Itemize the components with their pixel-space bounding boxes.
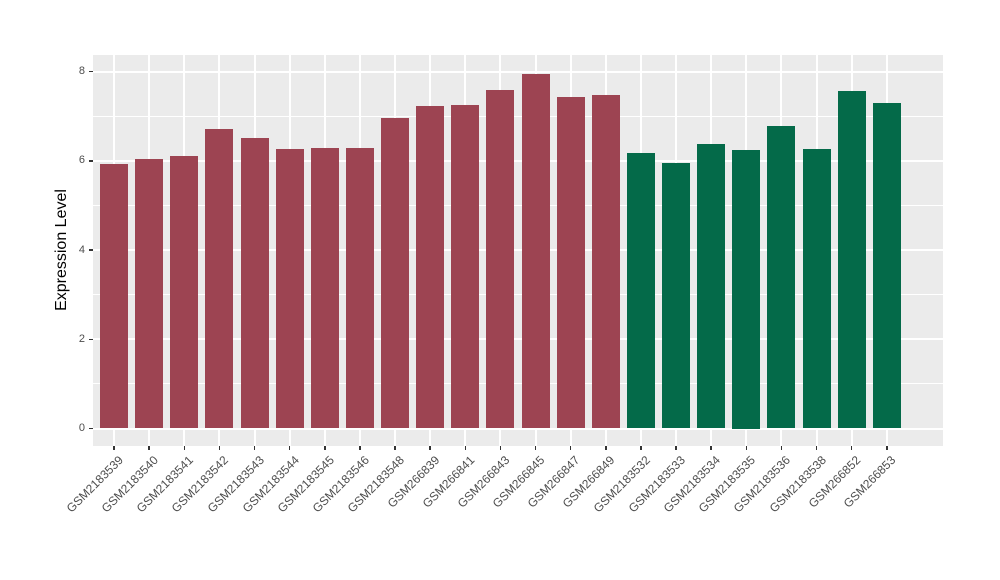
x-tick-mark <box>710 446 712 450</box>
y-tick-mark <box>89 160 93 162</box>
x-tick-mark <box>499 446 502 450</box>
bar-GSM2183544 <box>275 148 304 429</box>
bar-GSM2183545 <box>310 147 339 429</box>
y-gridline-major <box>93 70 943 73</box>
x-tick-mark <box>394 446 396 450</box>
bar-GSM266841 <box>451 104 480 429</box>
x-tick-mark <box>288 446 291 450</box>
x-tick-mark <box>886 446 888 450</box>
bar-GSM266843 <box>486 90 515 429</box>
y-gridline-minor <box>93 383 943 385</box>
y-tick-mark <box>89 427 93 430</box>
x-tick-mark <box>253 446 256 450</box>
x-tick-mark <box>464 446 467 450</box>
bar-GSM2183533 <box>662 163 691 429</box>
y-tick-label: 4 <box>78 243 85 256</box>
x-tick-mark <box>569 446 572 450</box>
x-tick-mark <box>218 446 221 450</box>
bar-GSM2183538 <box>802 148 831 429</box>
bar-GSM2183543 <box>240 138 269 429</box>
y-tick-mark <box>89 70 93 73</box>
bar-GSM2183539 <box>100 163 129 429</box>
y-gridline-major <box>93 159 943 162</box>
x-tick-mark <box>534 446 537 450</box>
bar-GSM2183535 <box>732 149 761 429</box>
y-tick-label: 8 <box>78 65 85 78</box>
bar-GSM266847 <box>556 96 585 429</box>
bar-GSM2183542 <box>205 129 234 429</box>
bar-GSM2183548 <box>381 118 410 429</box>
y-gridline-major <box>93 427 943 430</box>
bar-GSM2183534 <box>697 143 726 429</box>
bar-GSM266852 <box>837 91 866 429</box>
y-tick-mark <box>89 249 93 251</box>
plot-panel <box>93 55 943 446</box>
bar-GSM266839 <box>416 105 445 429</box>
bar-GSM2183546 <box>345 148 374 429</box>
x-tick-mark <box>359 446 361 450</box>
x-tick-mark <box>113 446 115 450</box>
y-tick-mark <box>89 338 93 340</box>
x-tick-mark <box>605 446 607 450</box>
x-tick-mark <box>183 446 186 450</box>
x-tick-mark <box>780 446 783 450</box>
x-tick-mark <box>324 446 326 450</box>
bar-GSM266845 <box>521 73 550 429</box>
bar-GSM266849 <box>591 95 620 429</box>
y-tick-label: 2 <box>78 332 85 345</box>
y-gridline-minor <box>93 204 943 206</box>
y-gridline-minor <box>93 294 943 296</box>
x-tick-mark <box>429 446 431 450</box>
bar-GSM266853 <box>872 102 901 429</box>
bar-GSM2183541 <box>170 155 199 429</box>
bar-GSM2183532 <box>626 153 655 429</box>
x-tick-mark <box>850 446 853 450</box>
x-tick-mark <box>815 446 818 450</box>
y-gridline-minor <box>93 115 943 117</box>
x-tick-mark <box>675 446 677 450</box>
x-tick-mark <box>640 446 642 450</box>
x-tick-mark <box>745 446 748 450</box>
bar-GSM2183540 <box>135 158 164 429</box>
x-tick-mark <box>148 446 150 450</box>
y-tick-label: 6 <box>78 154 85 167</box>
bar-GSM2183536 <box>767 125 796 429</box>
y-gridline-major <box>93 249 943 252</box>
y-tick-label: 0 <box>78 422 85 434</box>
y-gridline-major <box>93 338 943 341</box>
